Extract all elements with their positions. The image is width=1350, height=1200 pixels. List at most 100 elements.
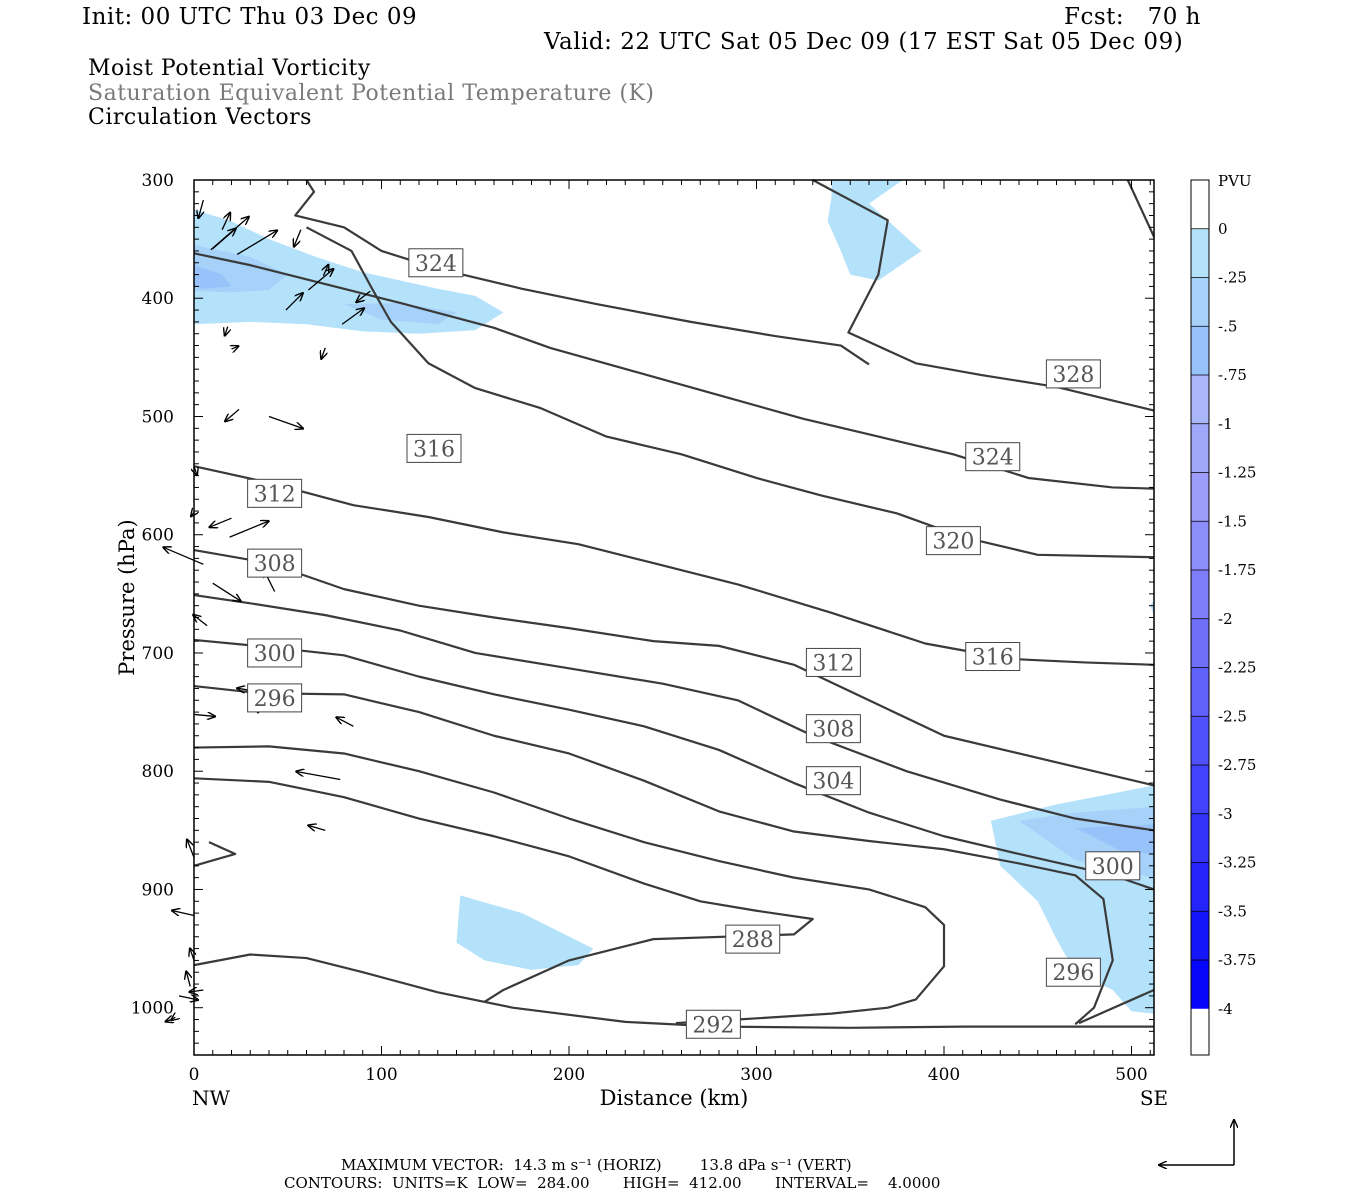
y-tick-label: 300 bbox=[142, 171, 174, 191]
colorbar-swatch bbox=[1191, 423, 1209, 473]
y-tick-label: 700 bbox=[142, 644, 174, 664]
colorbar-label: 0 bbox=[1218, 220, 1228, 238]
colorbar-title: PVU bbox=[1218, 172, 1252, 190]
contour-label: 324 bbox=[415, 252, 457, 277]
wind-vector bbox=[171, 1017, 175, 1020]
colorbar-swatch bbox=[1191, 813, 1209, 863]
wind-vector bbox=[198, 199, 203, 218]
pv-shading bbox=[194, 180, 1154, 1014]
wind-vector bbox=[193, 714, 215, 716]
wind-vector bbox=[210, 217, 249, 251]
wind-vector bbox=[268, 415, 303, 428]
contour-line bbox=[193, 549, 1155, 787]
wind-vector bbox=[296, 771, 341, 781]
colorbar: PVU 0 -.25 -.5 -.75 -1 -1.25 -1.5 -1.75 -2 -2.25 -2… bbox=[1190, 172, 1256, 1056]
wind-vector bbox=[221, 213, 230, 230]
contour-label: 312 bbox=[254, 482, 296, 507]
circulation-vectors bbox=[163, 199, 371, 1022]
contour-line bbox=[193, 745, 946, 1025]
contour-label-box bbox=[247, 638, 303, 668]
title-vectors: Circulation Vectors bbox=[88, 105, 312, 130]
colorbar-label: -1.75 bbox=[1218, 561, 1256, 579]
colorbar-swatch bbox=[1191, 277, 1209, 327]
contour-label-box bbox=[805, 647, 861, 677]
contour-label: 296 bbox=[1052, 961, 1094, 986]
contour-line bbox=[193, 252, 1155, 490]
x-tick-label: 300 bbox=[740, 1065, 772, 1085]
contour-label-box bbox=[685, 1009, 741, 1039]
wind-vector bbox=[308, 825, 326, 830]
wind-vector bbox=[187, 840, 195, 858]
colorbar-label: -3.75 bbox=[1218, 951, 1256, 969]
wind-vector bbox=[172, 910, 195, 915]
colorbar-label: -1.5 bbox=[1218, 512, 1247, 530]
x-tick-label: 0 bbox=[189, 1065, 200, 1085]
colorbar-label: -3.25 bbox=[1218, 854, 1256, 872]
contour-line bbox=[193, 593, 1155, 832]
contour-label-box bbox=[406, 433, 462, 463]
forecast-hour: Fcst: 70 h bbox=[1064, 4, 1201, 30]
wind-vector bbox=[225, 408, 240, 421]
colorbar-swatch bbox=[1191, 375, 1209, 424]
wind-vector bbox=[189, 990, 204, 992]
wind-vector bbox=[163, 547, 204, 565]
contour-line bbox=[193, 841, 237, 867]
contour-label: 324 bbox=[972, 446, 1014, 471]
wind-vector bbox=[229, 521, 269, 538]
wind-vector bbox=[225, 326, 228, 336]
wind-vector bbox=[236, 230, 277, 256]
contour-label-box bbox=[247, 683, 303, 713]
colorbar-label: -3 bbox=[1218, 805, 1233, 823]
colorbar-label: -.5 bbox=[1218, 317, 1237, 335]
colorbar-frame bbox=[1190, 179, 1210, 1056]
contour-label-box bbox=[805, 714, 861, 744]
y-axis-label: Pressure (hPa) bbox=[115, 519, 139, 675]
colorbar-label: -1.25 bbox=[1218, 464, 1256, 482]
colorbar-swatch bbox=[1191, 326, 1209, 375]
contour-label: 316 bbox=[413, 437, 455, 462]
wind-vector bbox=[356, 290, 371, 302]
contour-labels: 324 328 316 324 312 320 308 316 300 312 296 308 304 3… bbox=[247, 248, 1141, 1039]
contour-label: 304 bbox=[812, 770, 854, 795]
colorbar-swatch bbox=[1191, 960, 1209, 1009]
wind-vector bbox=[193, 615, 208, 627]
colorbar-label: -3.5 bbox=[1218, 902, 1247, 920]
contour-label: 328 bbox=[1052, 363, 1094, 388]
contour-label: 316 bbox=[972, 646, 1014, 671]
colorbar-swatch bbox=[1191, 862, 1209, 912]
contour-line bbox=[193, 777, 814, 1003]
colorbar-swatch bbox=[1191, 521, 1209, 570]
colorbar-label: -1 bbox=[1218, 415, 1233, 433]
colorbar-swatch bbox=[1191, 765, 1209, 814]
axes: 300 400 500 600 700 800 900 1000 0 100 200 300 400 50… bbox=[115, 171, 1168, 1110]
x-axis-label: Distance (km) bbox=[600, 1086, 749, 1110]
colorbar-swatch bbox=[1191, 180, 1209, 229]
pv-region bbox=[194, 209, 504, 334]
y-tick-label: 600 bbox=[142, 526, 174, 546]
colorbar-label: -2 bbox=[1218, 610, 1233, 628]
colorbar-label: -.75 bbox=[1218, 366, 1247, 384]
x-end-label-left: NW bbox=[192, 1086, 231, 1110]
pv-region bbox=[827, 180, 922, 281]
colorbar-label: -2.75 bbox=[1218, 756, 1256, 774]
colorbar-swatch bbox=[1191, 716, 1209, 765]
colorbar-label: -2.25 bbox=[1218, 659, 1256, 677]
contour-label: 300 bbox=[1092, 855, 1134, 880]
axis-ticks bbox=[193, 179, 1154, 1056]
colorbar-swatch bbox=[1191, 667, 1209, 717]
pv-region bbox=[194, 265, 232, 289]
contour-line bbox=[1078, 988, 1155, 1025]
wind-vector bbox=[186, 971, 190, 987]
x-tick-label: 400 bbox=[928, 1065, 960, 1085]
contour-label: 296 bbox=[254, 687, 296, 712]
contour-label-box bbox=[247, 478, 303, 508]
wind-vector bbox=[285, 293, 303, 311]
colorbar-swatch bbox=[1191, 228, 1209, 278]
contour-label-box bbox=[925, 526, 981, 556]
contour-line bbox=[193, 684, 1114, 1026]
x-tick-label: 100 bbox=[365, 1065, 397, 1085]
x-tick-label: 200 bbox=[553, 1065, 585, 1085]
contour-label-box bbox=[247, 548, 303, 578]
wind-vector bbox=[166, 1020, 172, 1022]
colorbar-label: -.25 bbox=[1218, 269, 1247, 287]
